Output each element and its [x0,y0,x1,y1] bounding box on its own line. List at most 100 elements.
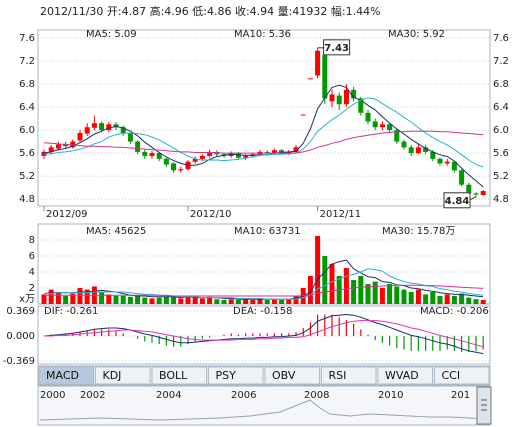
tab[interactable]: CCI [434,366,490,385]
candle-body [192,158,198,162]
candle-body [77,132,83,141]
y-tick-label: 2 [29,283,35,294]
candle-body [48,147,54,152]
volume-bar [250,300,256,304]
candle-body [163,158,169,165]
y-tick-label: 0.000 [6,331,35,342]
candle-body [322,55,328,99]
y-tick-label: 6.8 [19,79,35,90]
candle-body [149,153,155,156]
tab-label[interactable]: KDJ [103,369,122,382]
candle-body [415,147,421,154]
tab-label[interactable]: OBV [272,369,296,382]
year-label: 2000 [40,390,65,401]
candle-body [113,124,119,128]
volume-bar [372,281,378,304]
candle-body [372,121,378,128]
tab[interactable]: WVAD [377,366,433,385]
y-tick-label: 4 [29,267,35,278]
x-tick-label: 2012/11 [320,209,362,220]
candle-body [336,95,342,105]
volume-bar [379,288,385,304]
tab[interactable]: BOLL [151,366,207,385]
volume-bar [199,298,205,304]
y-tick-label-right: 7.6 [493,33,509,44]
year-label: 201 [451,390,470,401]
candle-body [99,123,105,131]
tab-label[interactable]: MACD [46,369,79,382]
tab-label[interactable]: WVAD [385,369,419,382]
tab[interactable]: PSY [208,366,264,385]
volume-bar [84,289,90,304]
volume-bar [322,256,328,304]
y-tick-label-right: 6.8 [493,79,509,90]
tab-label[interactable]: RSI [329,369,347,382]
volume-bar [351,280,357,304]
y-tick-label: 6.0 [19,125,35,136]
volume-bar [192,297,198,304]
tab-button[interactable] [377,366,433,385]
x-tick-label: 2012/09 [46,209,88,220]
legend-entry: DEA: -0.158 [233,306,292,317]
candle-body [466,184,472,194]
volume-bar [394,286,400,304]
x-tick-label: 2012/10 [190,209,232,220]
candle-body [286,151,292,154]
candle-body [387,124,393,131]
tab-button[interactable] [434,366,490,385]
tab[interactable]: MACD [38,366,94,385]
year-label: 2002 [80,390,105,401]
tab-button[interactable] [264,366,320,385]
y-tick-label: 4.8 [19,194,35,205]
y-tick-label-right: 7.2 [493,56,509,67]
candle-body [199,155,205,159]
candle-body [394,130,400,142]
tab-button[interactable] [321,366,377,385]
candle-body [430,151,436,159]
ma-line [44,320,484,348]
tab-button[interactable] [95,366,151,385]
max-annotation: 7.43 [324,43,349,54]
tab-label[interactable]: CCI [442,369,461,382]
year-label: 2010 [378,390,403,401]
candle-body [379,124,385,128]
candle-body [401,141,407,148]
candle-body [315,50,321,76]
candle-body [444,161,450,164]
tab-bar-bg [37,365,491,386]
tab[interactable]: OBV [264,366,320,385]
tab-label[interactable]: PSY [216,369,237,382]
ma-line [44,268,484,300]
volume-bar [293,296,299,304]
volume-bar [127,296,133,304]
y-tick-label-right: 6.4 [493,102,509,113]
candle-body [264,151,270,154]
tab-button[interactable] [38,366,94,385]
candle-body [55,144,61,149]
candle-body [142,151,148,156]
tab-button[interactable] [208,366,264,385]
volume-bar [466,297,472,304]
tab-button[interactable] [151,366,207,385]
candle-body [91,123,97,128]
volume-bar [264,300,270,304]
volume-bar [257,298,263,304]
candle-body [358,98,364,113]
candle-body [207,151,213,156]
tab[interactable]: KDJ [95,366,151,385]
tab-bar [37,365,491,386]
volume-bar [480,300,486,304]
y-tick-label: -0.369 [3,356,35,367]
volume-bar [120,296,126,304]
volume-bar [430,292,436,304]
tab[interactable]: RSI [321,366,377,385]
candle-body [307,78,313,80]
tab-label[interactable]: BOLL [159,369,188,382]
candle-body [84,127,90,134]
candle-body [214,151,220,155]
volume-panel [37,223,491,305]
volume-bar [307,276,313,304]
unit-label: x万 [19,294,35,305]
macd-panel [37,305,491,365]
candle-body [459,170,465,185]
